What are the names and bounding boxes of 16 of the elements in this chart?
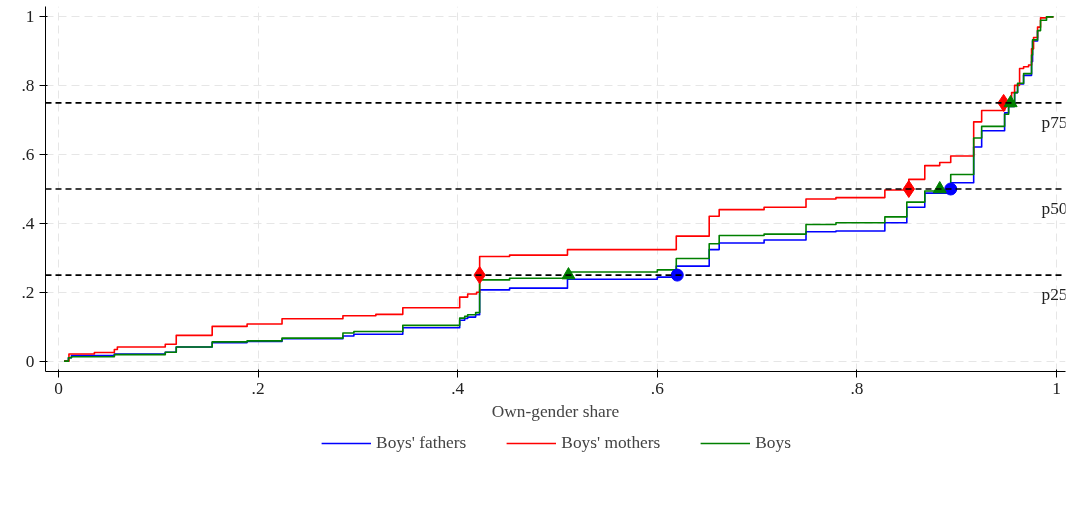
x-tick-label: 1: [1052, 378, 1061, 398]
y-tick-label: .8: [21, 76, 35, 96]
y-tick-label: .6: [21, 145, 35, 165]
x-tick-label: .4: [451, 378, 465, 398]
x-tick-label: .8: [850, 378, 864, 398]
x-tick-label: .2: [251, 378, 265, 398]
y-tick-label: .4: [21, 213, 35, 233]
y-tick-label: 0: [25, 351, 35, 371]
legend-label: Boys' fathers: [376, 433, 467, 453]
x-tick-label: 0: [54, 378, 63, 398]
x-axis-title: Own-gender share: [491, 401, 620, 421]
legend-label: Boys' mothers: [561, 433, 661, 453]
legend-label: Boys: [755, 433, 791, 453]
x-tick-label: .6: [650, 378, 665, 398]
y-tick-label: .2: [21, 282, 35, 302]
y-tick-label: 1: [25, 7, 35, 27]
